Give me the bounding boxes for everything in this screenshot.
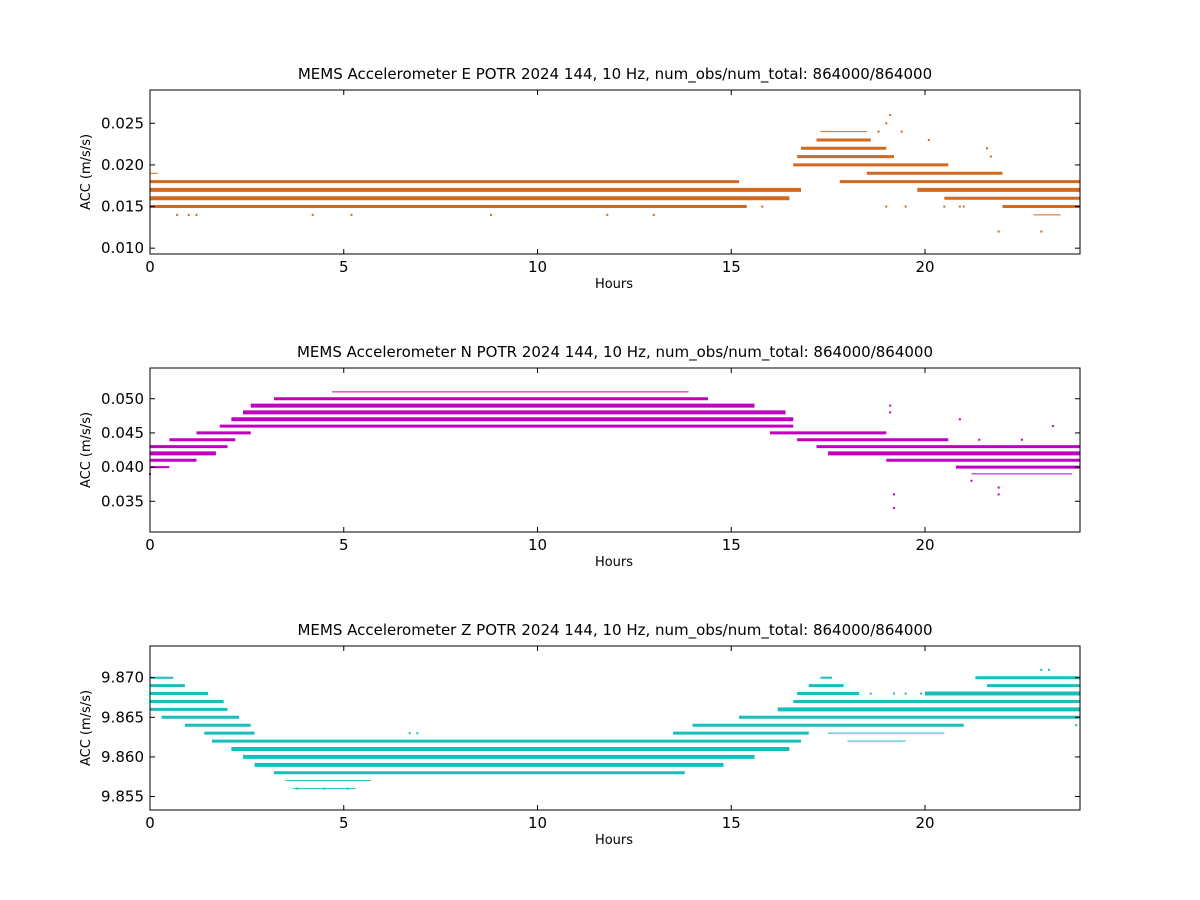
data-point-z-0 xyxy=(1040,668,1043,671)
data-point-e-18 xyxy=(962,205,965,208)
y-tick-label-n-1: 0.040 xyxy=(101,458,144,476)
data-point-z-8 xyxy=(346,787,349,790)
data-point-e-4 xyxy=(350,213,353,216)
x-tick-label-n-3: 15 xyxy=(722,536,741,554)
data-point-z-4 xyxy=(904,692,907,695)
y-tick-label-e-2: 0.020 xyxy=(101,156,144,174)
chart-title-e: MEMS Accelerometer E POTR 2024 144, 10 H… xyxy=(298,65,932,84)
y-axis-label-e: ACC (m/s/s) xyxy=(79,134,94,210)
y-axis-label-n: ACC (m/s/s) xyxy=(79,412,94,488)
data-point-n-2 xyxy=(889,411,892,414)
data-point-e-17 xyxy=(904,205,907,208)
data-marks-n xyxy=(149,391,1080,510)
ticks-n: 0 5 10 15 20 0.035 0.040 0.045 0.050 xyxy=(101,368,1080,554)
data-point-e-6 xyxy=(606,213,609,216)
data-point-e-19 xyxy=(997,230,1000,233)
y-tick-label-e-1: 0.015 xyxy=(101,198,144,216)
data-point-n-8 xyxy=(958,418,961,421)
data-point-e-22 xyxy=(958,205,961,208)
y-axis-label-z: ACC (m/s/s) xyxy=(79,690,94,766)
data-point-e-8 xyxy=(761,205,764,208)
x-axis-label-z: Hours xyxy=(595,833,633,848)
data-point-e-7 xyxy=(652,213,655,216)
plot-frame-z xyxy=(149,645,1081,811)
data-point-e-11 xyxy=(877,130,880,133)
data-marks-z xyxy=(150,668,1080,790)
data-point-n-6 xyxy=(997,486,1000,489)
y-tick-label-z-0: 9.855 xyxy=(101,788,144,806)
data-point-e-3 xyxy=(311,213,314,216)
y-tick-label-z-2: 9.865 xyxy=(101,708,144,726)
x-tick-label-n-1: 5 xyxy=(339,536,349,554)
data-point-z-9 xyxy=(416,732,419,735)
data-point-e-0 xyxy=(176,213,179,216)
data-marks-e xyxy=(150,113,1080,233)
data-point-e-1 xyxy=(187,213,190,216)
data-point-z-1 xyxy=(1048,668,1050,671)
y-tick-label-e-3: 0.025 xyxy=(101,114,144,132)
y-tick-label-n-0: 0.035 xyxy=(101,492,144,510)
y-tick-label-n-2: 0.045 xyxy=(101,424,144,442)
data-point-e-16 xyxy=(885,205,888,208)
data-point-e-5 xyxy=(490,213,492,216)
ticks-e: 0 5 10 15 20 0.010 0.015 0.020 0.025 xyxy=(101,90,1080,276)
subplot-e: MEMS Accelerometer E POTR 2024 144, 10 H… xyxy=(79,65,1081,292)
data-point-n-4 xyxy=(893,493,895,496)
data-point-z-5 xyxy=(920,692,923,695)
x-axis-label-n: Hours xyxy=(595,555,633,570)
data-point-n-5 xyxy=(997,493,1000,496)
x-tick-label-n-4: 20 xyxy=(915,536,934,554)
plot-frame-e xyxy=(149,89,1081,255)
data-point-e-21 xyxy=(943,205,946,208)
data-point-e-15 xyxy=(989,155,992,158)
x-tick-label-n-0: 0 xyxy=(145,536,155,554)
y-tick-label-n-3: 0.050 xyxy=(101,390,144,408)
data-point-n-9 xyxy=(1051,425,1054,428)
x-tick-label-n-2: 10 xyxy=(528,536,547,554)
x-tick-label-z-2: 10 xyxy=(528,814,547,832)
x-tick-label-e-4: 20 xyxy=(915,258,934,276)
x-tick-label-z-3: 15 xyxy=(722,814,741,832)
data-point-n-3 xyxy=(893,507,895,510)
data-point-e-10 xyxy=(885,122,888,125)
x-axis-label-e: Hours xyxy=(595,277,633,292)
x-tick-label-e-0: 0 xyxy=(145,258,155,276)
data-point-z-2 xyxy=(869,692,872,695)
ticks-z: 0 5 10 15 20 9.855 9.860 9.865 9.870 xyxy=(101,646,1080,832)
subplot-n: MEMS Accelerometer N POTR 2024 144, 10 H… xyxy=(79,343,1081,570)
data-point-z-10 xyxy=(408,732,411,735)
data-point-e-12 xyxy=(900,130,903,133)
y-tick-label-z-3: 9.870 xyxy=(101,669,144,687)
x-tick-label-e-2: 10 xyxy=(528,258,547,276)
data-point-z-3 xyxy=(893,692,895,695)
data-point-e-13 xyxy=(927,138,930,141)
data-point-e-9 xyxy=(889,113,892,116)
plot-frame-n xyxy=(149,367,1081,533)
data-point-e-14 xyxy=(986,147,988,150)
data-point-z-12 xyxy=(1075,724,1078,727)
data-point-e-20 xyxy=(1040,230,1043,233)
x-tick-label-e-3: 15 xyxy=(722,258,741,276)
y-tick-label-z-1: 9.860 xyxy=(101,748,144,766)
subplot-z: MEMS Accelerometer Z POTR 2024 144, 10 H… xyxy=(79,621,1081,848)
x-tick-label-e-1: 5 xyxy=(339,258,349,276)
data-point-n-10 xyxy=(978,438,981,441)
data-point-e-2 xyxy=(195,213,198,216)
data-point-z-7 xyxy=(323,787,326,790)
x-tick-label-z-4: 20 xyxy=(915,814,934,832)
data-point-z-11 xyxy=(710,732,713,735)
x-tick-label-z-1: 5 xyxy=(339,814,349,832)
y-tick-label-e-0: 0.010 xyxy=(101,239,144,257)
data-point-z-6 xyxy=(296,787,299,790)
data-point-n-11 xyxy=(1020,438,1023,441)
data-point-n-7 xyxy=(970,479,973,482)
chart-title-z: MEMS Accelerometer Z POTR 2024 144, 10 H… xyxy=(297,621,932,640)
data-point-n-1 xyxy=(889,404,892,407)
x-tick-label-z-0: 0 xyxy=(145,814,155,832)
chart-title-n: MEMS Accelerometer N POTR 2024 144, 10 H… xyxy=(297,343,933,362)
